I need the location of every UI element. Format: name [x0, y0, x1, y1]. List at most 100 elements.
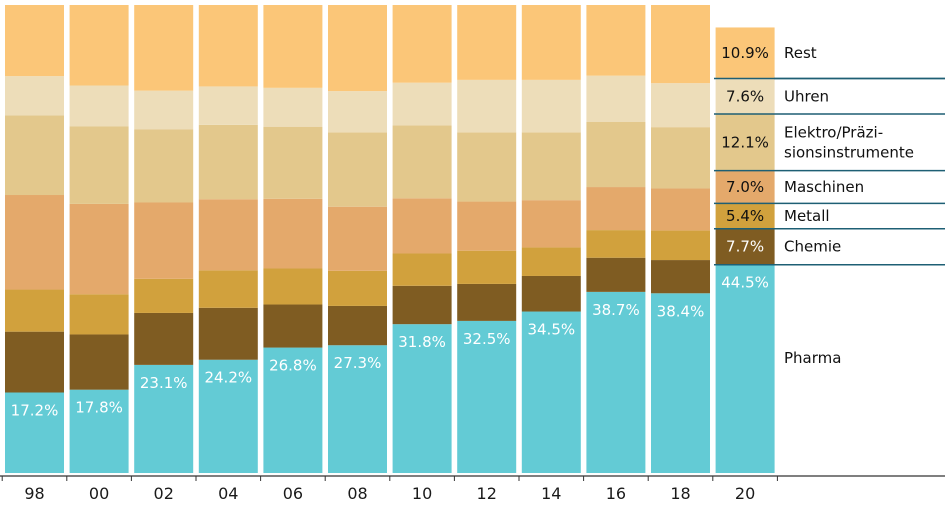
x-tick-label: 02: [154, 484, 174, 503]
bars-layer: [5, 5, 775, 473]
bar-segment-rest-02: [134, 5, 194, 91]
bar-segment-chemie-06: [263, 304, 323, 348]
x-tick-label: 14: [541, 484, 561, 503]
bar-segment-uhren-12: [457, 79, 517, 133]
bar-segment-elektro-pr-zisionsinstrumente-00: [69, 126, 129, 204]
legend-label-pharma: Pharma: [784, 349, 841, 367]
bar-segment-elektro-pr-zisionsinstrumente-18: [651, 127, 710, 189]
bar-segment-pharma-02: [134, 364, 194, 473]
legend-layer: Pharma Chemie Metall Maschinen Elektro/Präzi…: [714, 44, 945, 367]
value-label: 31.8%: [398, 333, 446, 351]
bar-segment-pharma-20: [715, 264, 775, 473]
bar-segment-metall-14: [521, 247, 581, 276]
value-label: 38.4%: [657, 302, 705, 320]
bar-segment-elektro-pr-zisionsinstrumente-02: [134, 129, 194, 203]
bar-segment-elektro-pr-zisionsinstrumente-14: [521, 132, 581, 201]
value-label: 7.6%: [726, 87, 764, 105]
value-label: 24.2%: [204, 369, 252, 387]
bar-segment-pharma-14: [521, 311, 581, 473]
value-label: 26.8%: [269, 357, 317, 375]
bar-segment-rest-98: [5, 5, 64, 77]
bar-segment-maschinen-12: [457, 201, 517, 251]
value-label: 7.7%: [726, 238, 764, 256]
bar-segment-maschinen-10: [392, 198, 452, 254]
bar-segment-elektro-pr-zisionsinstrumente-20: [715, 114, 775, 171]
bar-segment-metall-18: [651, 230, 710, 261]
bar-segment-chemie-20: [715, 228, 775, 265]
bar-segment-chemie-04: [198, 307, 258, 360]
bar-segment-uhren-98: [5, 76, 64, 116]
bar-segment-metall-10: [392, 253, 452, 286]
bar-segment-metall-00: [69, 294, 129, 335]
bar-segment-elektro-pr-zisionsinstrumente-04: [198, 124, 258, 200]
x-tick-label: 98: [24, 484, 44, 503]
value-label: 17.8%: [75, 399, 123, 417]
x-tick-label: 16: [606, 484, 626, 503]
bar-segment-chemie-14: [521, 275, 581, 312]
bar-segment-elektro-pr-zisionsinstrumente-06: [263, 126, 323, 199]
bar-segment-pharma-00: [69, 389, 129, 473]
bar-segment-maschinen-02: [134, 202, 194, 279]
bar-segment-rest-08: [328, 5, 387, 92]
value-labels-layer: 17.2% 17.8% 23.1% 24.2% 26.8% 27.3% 31.8% 32.5%…: [11, 44, 769, 420]
x-tick-label: 18: [670, 484, 690, 503]
bar-segment-maschinen-98: [5, 195, 64, 290]
value-label: 32.5%: [463, 330, 511, 348]
bar-segment-pharma-16: [586, 291, 646, 473]
value-label: 27.3%: [334, 354, 382, 372]
legend-label-rest: Rest: [784, 44, 817, 62]
bar-segment-uhren-14: [521, 79, 581, 133]
bar-segment-pharma-06: [263, 347, 323, 473]
value-label: 12.1%: [721, 133, 769, 151]
bar-segment-uhren-08: [328, 91, 387, 133]
bar-segment-metall-06: [263, 268, 323, 305]
x-axis: 98 00 02 04 06 08 10 12 14 16 18 20: [0, 475, 945, 503]
bar-segment-rest-06: [263, 5, 323, 88]
bar-segment-chemie-98: [5, 331, 64, 393]
bar-segment-elektro-pr-zisionsinstrumente-08: [328, 132, 387, 207]
bar-segment-metall-02: [134, 278, 194, 313]
bar-segment-rest-16: [586, 5, 646, 76]
bar-segment-rest-10: [392, 5, 452, 83]
bar-segment-rest-20: [715, 27, 775, 79]
bar-segment-pharma-08: [328, 345, 387, 473]
legend-label-maschinen: Maschinen: [784, 178, 864, 196]
bar-segment-rest-00: [69, 5, 129, 86]
bar-segment-maschinen-06: [263, 198, 323, 269]
bar-segment-pharma-10: [392, 324, 452, 473]
bar-segment-chemie-12: [457, 283, 517, 321]
bar-segment-chemie-08: [328, 305, 387, 346]
bar-segment-chemie-18: [651, 260, 710, 294]
x-tick-label: 00: [89, 484, 109, 503]
bar-segment-chemie-02: [134, 312, 194, 365]
value-label: 34.5%: [527, 321, 575, 339]
value-label: 7.0%: [726, 178, 764, 196]
x-tick-label: 20: [735, 484, 755, 503]
bar-segment-pharma-98: [5, 392, 64, 473]
bar-segment-elektro-pr-zisionsinstrumente-12: [457, 132, 517, 202]
bar-segment-pharma-12: [457, 320, 517, 473]
bar-segment-pharma-04: [198, 359, 258, 473]
legend-label-metall: Metall: [784, 207, 830, 225]
value-label: 5.4%: [726, 207, 764, 225]
bar-segment-uhren-18: [651, 83, 710, 128]
bar-segment-maschinen-14: [521, 200, 581, 248]
bar-segment-uhren-04: [198, 86, 258, 125]
bar-segment-metall-04: [198, 270, 258, 308]
x-tick-label: 08: [347, 484, 367, 503]
bar-segment-maschinen-08: [328, 206, 387, 271]
value-label: 44.5%: [721, 274, 769, 292]
bar-segment-uhren-20: [715, 78, 775, 115]
bar-segment-rest-14: [521, 5, 581, 80]
x-tick-label: 06: [283, 484, 303, 503]
bar-segment-uhren-10: [392, 82, 452, 126]
value-label: 10.9%: [721, 44, 769, 62]
bar-segment-maschinen-00: [69, 203, 129, 295]
value-label: 38.7%: [592, 301, 640, 319]
bar-segment-metall-98: [5, 289, 64, 332]
bar-segment-metall-08: [328, 270, 387, 306]
bar-segment-chemie-16: [586, 257, 646, 292]
bar-segment-metall-16: [586, 230, 646, 258]
bar-segment-uhren-06: [263, 87, 323, 127]
